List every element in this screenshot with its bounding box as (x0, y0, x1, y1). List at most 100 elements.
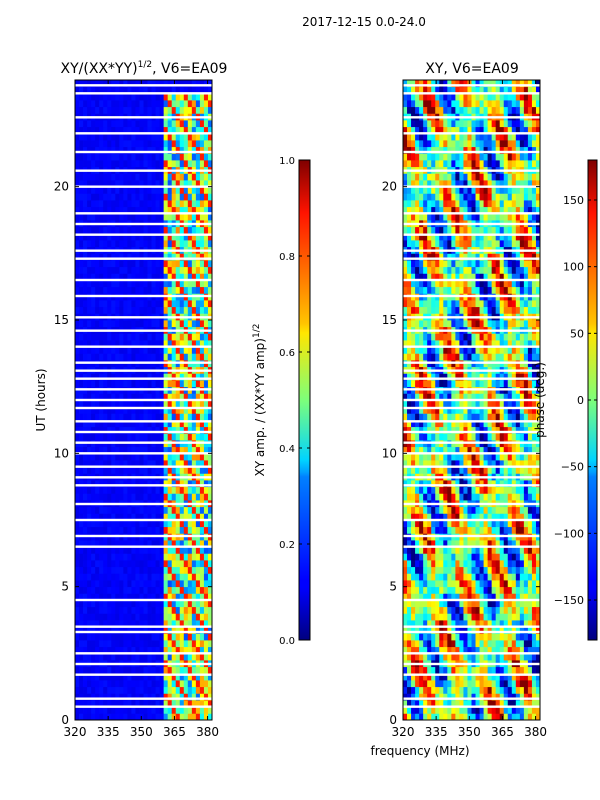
amp-heat-cell (163, 460, 169, 468)
amp-heat-cell (123, 540, 128, 548)
amp-heat-cell (179, 100, 185, 108)
amp-heat-cell (163, 580, 169, 588)
phase-heat-cell (411, 453, 416, 461)
amp-heat-cell (199, 513, 205, 521)
amp-flagged-row (75, 484, 212, 487)
amp-heat-cell (143, 260, 148, 268)
amp-heat-cell (207, 426, 212, 434)
amp-heat-cell (99, 140, 104, 148)
amp-heat-cell (195, 513, 201, 521)
amp-heat-cell (187, 280, 193, 288)
phase-heat-cell (443, 700, 448, 708)
amp-heat-cell (99, 400, 104, 408)
amp-heat-cell (115, 513, 120, 521)
amp-heat-cell (135, 686, 140, 694)
phase-heat-cell (535, 626, 540, 634)
amp-heat-cell (199, 333, 205, 341)
amp-heat-cell (103, 93, 108, 101)
phase-heatmap (403, 80, 540, 720)
phase-heat-cell (411, 713, 416, 720)
phase-heat-cell (423, 413, 428, 421)
amp-heat-cell (199, 706, 205, 714)
phase-heat-cell (475, 580, 480, 588)
phase-heat-cell (531, 686, 537, 694)
phase-heat-cell (451, 553, 456, 561)
phase-heat-cell (511, 620, 517, 628)
amp-heat-cell (179, 380, 185, 388)
amp-heat-cell (79, 573, 84, 581)
amp-heat-cell (147, 280, 152, 288)
amp-heat-cell (163, 686, 169, 694)
phase-heat-cell (411, 640, 416, 648)
amp-heat-cell (187, 460, 193, 468)
phase-heat-cell (467, 540, 472, 548)
amp-heat-cell (151, 573, 156, 581)
amp-heat-cell (107, 253, 112, 261)
amp-heat-cell (111, 86, 116, 94)
amp-heat-cell (127, 200, 132, 208)
amp-heat-cell (131, 373, 136, 381)
phase-heat-cell (475, 640, 480, 648)
phase-heat-cell (439, 546, 444, 554)
amp-heat-cell (135, 253, 140, 261)
phase-heat-cell (439, 686, 444, 694)
phase-heat-cell (515, 486, 521, 494)
amp-heat-cell (91, 433, 96, 441)
phase-heat-cell (471, 646, 476, 654)
amp-heat-cell (91, 580, 96, 588)
amp-heat-cell (151, 146, 156, 154)
amp-heat-cell (127, 253, 132, 261)
amp-heat-cell (139, 93, 144, 101)
phase-heat-cell (515, 453, 521, 461)
phase-heat-cell (423, 653, 428, 661)
phase-heat-cell (471, 466, 476, 474)
phase-heat-cell (435, 606, 440, 614)
amp-heat-cell (179, 126, 185, 134)
amp-heat-cell (183, 206, 189, 214)
phase-heat-cell (491, 626, 497, 634)
phase-heat-cell (455, 633, 460, 641)
amp-heat-cell (107, 693, 112, 701)
amp-heat-cell (187, 546, 193, 554)
phase-heat-cell (511, 586, 517, 594)
amp-heat-cell (115, 413, 120, 421)
amp-heat-cell (87, 526, 92, 534)
phase-heat-cell (495, 646, 501, 654)
amp-heat-cell (151, 460, 156, 468)
phase-heat-cell (447, 526, 452, 534)
phase-heat-cell (439, 700, 444, 708)
amp-colorbar-gradient (298, 159, 311, 641)
amp-heat-cell (99, 553, 104, 561)
amp-heat-cell (147, 106, 152, 114)
amp-heat-cell (143, 100, 148, 108)
amp-heat-cell (195, 120, 201, 128)
phase-heat-cell (511, 520, 517, 528)
phase-heat-cell (483, 486, 489, 494)
amp-heat-cell (79, 193, 84, 201)
phase-heat-cell (503, 453, 509, 461)
amp-heat-cell (155, 600, 161, 608)
phase-heat-cell (515, 600, 521, 608)
amp-heat-cell (147, 506, 152, 514)
phase-heat-cell (439, 620, 444, 628)
phase-heat-cell (483, 520, 489, 528)
amp-heat-cell (167, 260, 173, 268)
phase-heat-cell (435, 686, 440, 694)
amp-heat-cell (87, 153, 92, 161)
amp-heat-cell (143, 566, 148, 574)
phase-heat-cell (455, 673, 460, 681)
amp-heat-cell (87, 120, 92, 128)
amp-heat-cell (199, 606, 205, 614)
amp-heat-cell (179, 280, 185, 288)
amp-heat-cell (75, 333, 80, 341)
amp-heat-cell (91, 260, 96, 268)
amp-heat-cell (191, 620, 197, 628)
amp-heat-cell (143, 420, 148, 428)
phase-heat-cell (467, 620, 472, 628)
phase-heat-cell (503, 640, 509, 648)
phase-heat-cell (431, 413, 436, 421)
amp-heat-cell (199, 133, 205, 141)
amp-heat-cell (191, 393, 197, 401)
amp-heat-cell (135, 300, 140, 308)
phase-heat-cell (467, 593, 472, 601)
